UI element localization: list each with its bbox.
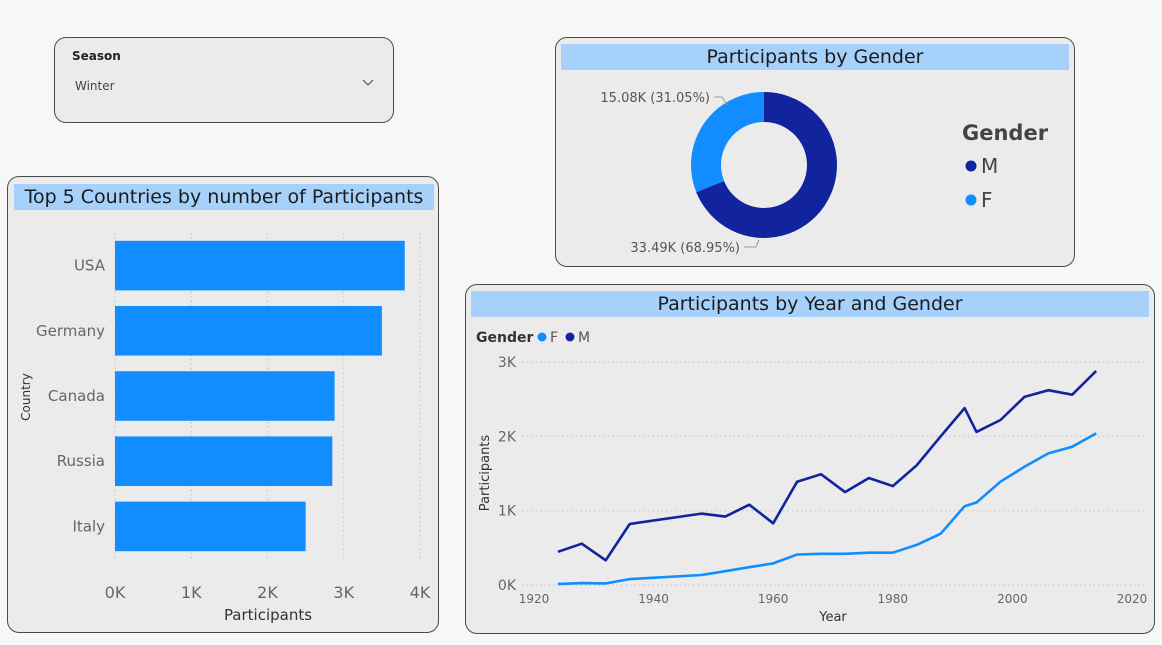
- y-tick-label: USA: [74, 257, 106, 275]
- line-chart-card: Participants by Year and Gender 0K 1K 2K 3K…: [465, 284, 1155, 634]
- series-line-m: [557, 369, 1098, 562]
- bar-italy: [115, 501, 306, 552]
- legend-label-m: M: [981, 154, 998, 178]
- x-tick-label: 1920: [519, 592, 550, 606]
- donut-slice-m: [696, 92, 837, 238]
- leader-line: [744, 239, 760, 248]
- legend-marker-f: [965, 194, 977, 206]
- line-chart-title: Participants by Year and Gender: [471, 291, 1149, 317]
- y-tick-label: Italy: [72, 517, 105, 535]
- bar-chart-card: Top 5 Countries by number of Participant…: [7, 176, 439, 633]
- bar-russia: [115, 436, 333, 486]
- slicer-label: Season: [72, 49, 121, 63]
- y-tick-label: 2K: [498, 429, 517, 445]
- donut-data-label: 33.49K (68.95%): [630, 241, 740, 256]
- chevron-down-icon[interactable]: [361, 76, 375, 90]
- bar-germany: [115, 306, 382, 356]
- donut-chart-title: Participants by Gender: [561, 44, 1069, 70]
- x-axis-label: Year: [818, 610, 847, 625]
- legend-label-f: F: [981, 188, 993, 212]
- legend-marker-m: [965, 160, 977, 172]
- y-axis-label: Country: [19, 373, 33, 421]
- donut-chart-card: Participants by Gender 33.49K (68.95%) 15…: [555, 37, 1075, 267]
- season-slicer[interactable]: Season Winter: [54, 37, 394, 123]
- donut-data-label: 15.08K (31.05%): [600, 91, 710, 106]
- legend-marker-m: [565, 332, 575, 342]
- x-tick-label: 1980: [878, 592, 909, 606]
- x-tick-label: 2K: [257, 583, 278, 602]
- legend-title: Gender: [476, 330, 533, 346]
- donut-chart[interactable]: 33.49K (68.95%) 15.08K (31.05%) Gender MF: [556, 38, 1076, 268]
- y-tick-label: Germany: [36, 322, 105, 340]
- bar-chart-title: Top 5 Countries by number of Participant…: [14, 184, 434, 210]
- y-tick-label: Russia: [57, 452, 105, 470]
- x-tick-label: 2000: [997, 592, 1028, 606]
- leader-line: [714, 96, 728, 106]
- legend-title: Gender: [962, 121, 1049, 145]
- y-tick-label: Canada: [48, 387, 105, 405]
- legend-label-m: M: [578, 330, 590, 346]
- donut-slice-f: [691, 92, 764, 193]
- slicer-value[interactable]: Winter: [75, 79, 115, 93]
- bar-chart[interactable]: 0K 1K 2K 3K 4K USA Germany Canada Russia Italy Par…: [8, 177, 440, 634]
- x-tick-label: 1940: [638, 592, 669, 606]
- line-chart[interactable]: 0K 1K 2K 3K 1920 1940 1960 1980 2000 2020 Year Part…: [466, 285, 1156, 635]
- series-line-f: [557, 432, 1097, 586]
- y-axis-label: Participants: [478, 435, 493, 512]
- x-tick-label: 4K: [410, 583, 431, 602]
- y-tick-label: 0K: [498, 578, 517, 594]
- x-tick-label: 2020: [1117, 592, 1148, 606]
- x-tick-label: 0K: [105, 583, 126, 602]
- y-tick-label: 3K: [498, 355, 517, 371]
- x-tick-label: 3K: [333, 583, 354, 602]
- y-tick-label: 1K: [498, 504, 517, 520]
- legend-marker-f: [537, 332, 547, 342]
- x-tick-label: 1960: [758, 592, 789, 606]
- bar-usa: [115, 240, 405, 291]
- legend-label-f: F: [550, 330, 558, 346]
- x-tick-label: 1K: [181, 583, 202, 602]
- x-axis-label: Participants: [224, 606, 312, 624]
- bar-canada: [115, 371, 335, 421]
